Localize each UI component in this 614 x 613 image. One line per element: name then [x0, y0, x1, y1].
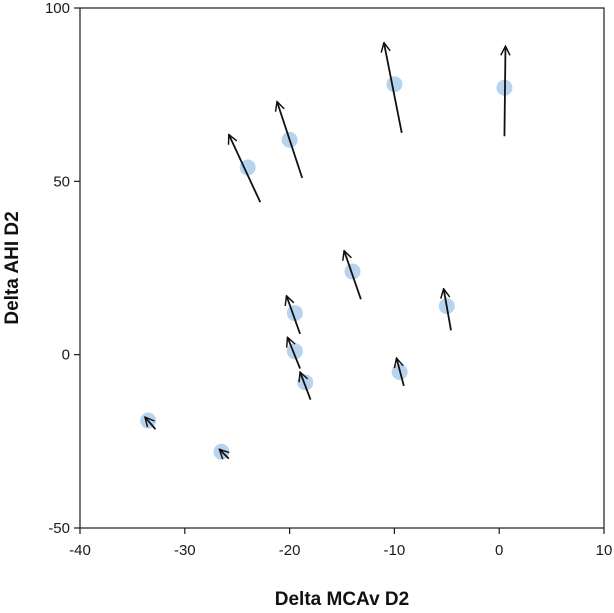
change-arrow — [300, 372, 312, 401]
data-points — [140, 76, 513, 460]
x-tick-label: -40 — [69, 542, 91, 559]
y-tick-label: -50 — [48, 520, 70, 537]
change-arrow — [344, 251, 362, 300]
x-tick-label: -30 — [174, 542, 196, 559]
change-arrow — [396, 358, 405, 387]
change-arrow — [384, 43, 403, 133]
change-arrow — [145, 417, 157, 430]
data-point — [344, 263, 361, 280]
x-axis: -40 -30 -20 -10 0 10 — [69, 528, 612, 559]
change-arrow — [277, 102, 304, 179]
plot-frame — [79, 7, 605, 529]
change-arrow — [229, 135, 262, 203]
x-tick-label: -20 — [279, 542, 301, 559]
data-point — [239, 159, 256, 176]
x-tick-label: 0 — [495, 542, 503, 559]
y-axis: -50 0 50 100 — [45, 0, 80, 537]
change-arrow — [219, 449, 230, 460]
change-arrow — [504, 46, 505, 137]
x-tick-label: -10 — [384, 542, 406, 559]
y-tick-label: 0 — [62, 347, 70, 364]
change-arrow — [288, 337, 301, 369]
change-arrow — [444, 289, 452, 331]
y-tick-label: 100 — [45, 0, 70, 17]
change-arrow — [286, 296, 301, 335]
x-axis-title: Delta MCAv D2 — [275, 589, 409, 610]
data-point — [386, 76, 403, 93]
y-axis-title: Delta AHI D2 — [2, 211, 23, 324]
x-tick-label: 10 — [596, 542, 613, 559]
y-tick-label: 50 — [53, 173, 70, 190]
data-arrows — [145, 43, 506, 460]
